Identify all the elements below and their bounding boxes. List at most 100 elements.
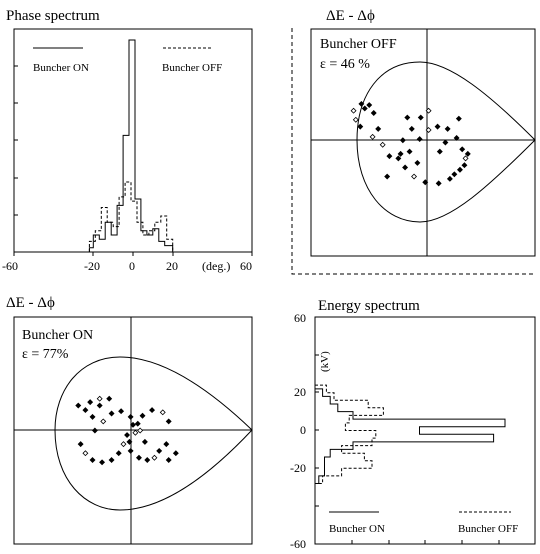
- phase-space-point: [96, 402, 103, 409]
- phase-space-point: [106, 395, 113, 402]
- phase-space-point: [406, 148, 413, 155]
- phase-space-point: [96, 395, 103, 402]
- panel-separator: [291, 28, 536, 275]
- energy-spectrum-frame: [314, 316, 536, 545]
- phase-space-on-panel: ΔE - Δϕ Buncher ON ε = 77%: [6, 295, 253, 545]
- phase-space-point: [91, 427, 98, 434]
- energy-y-tick-label: -20: [290, 461, 306, 475]
- phase-space-point: [404, 114, 411, 121]
- phase-space-point: [397, 150, 404, 157]
- phase-histogram-buncher-off: [88, 181, 174, 252]
- phase-space-point: [156, 447, 163, 454]
- phase-x-tick-label: 0: [129, 259, 135, 273]
- phase-space-point: [361, 105, 368, 112]
- phase-space-point: [425, 127, 432, 133]
- phase-space-on-points: [75, 395, 179, 466]
- phase-space-off-emittance: ε = 46 %: [320, 57, 370, 72]
- phase-space-point: [416, 136, 423, 143]
- phase-space-point: [350, 107, 357, 114]
- phase-space-point: [165, 418, 172, 425]
- phase-space-point: [115, 450, 122, 457]
- energy-x-ticks: [351, 540, 500, 544]
- phase-space-on-title: ΔE - Δϕ: [6, 295, 55, 311]
- phase-x-axis-label: (deg.): [202, 259, 230, 273]
- phase-spectrum-panel: Phase spectrum -60 -20 0 20 (deg.) 60 Bu…: [2, 8, 253, 273]
- energy-y-tick-label: 0: [300, 423, 306, 437]
- phase-spectrum-title: Phase spectrum: [6, 8, 100, 24]
- phase-space-point: [395, 155, 402, 162]
- phase-space-point: [144, 457, 151, 463]
- phase-space-point: [366, 102, 373, 109]
- phase-space-point: [451, 171, 458, 178]
- phase-space-point: [132, 429, 139, 436]
- phase-space-point: [425, 107, 432, 114]
- phase-space-point: [127, 447, 134, 454]
- phase-space-point: [108, 457, 115, 463]
- energy-legend-label-off: Buncher OFF: [458, 523, 518, 535]
- phase-space-point: [442, 139, 449, 146]
- phase-space-point: [100, 418, 107, 425]
- phase-space-point: [453, 134, 460, 141]
- phase-space-on-emittance: ε = 77%: [22, 347, 69, 362]
- phase-space-off-points: [350, 100, 471, 187]
- phase-space-point: [358, 100, 365, 107]
- phase-space-point: [384, 173, 391, 180]
- phase-space-point: [352, 116, 359, 123]
- phase-spectrum-x-ticks: [13, 252, 253, 256]
- phase-space-point: [149, 407, 156, 414]
- phase-space-point: [130, 421, 136, 428]
- phase-space-off-separatrix: [356, 61, 536, 223]
- phase-space-point: [120, 441, 127, 448]
- phase-space-point: [411, 173, 418, 180]
- phase-space-point: [89, 457, 96, 463]
- phase-space-point: [82, 450, 89, 457]
- phase-space-point: [87, 399, 94, 406]
- phase-legend-label-on: Buncher ON: [33, 62, 89, 74]
- phase-space-point: [159, 409, 166, 416]
- energy-histogram-buncher-on: [315, 388, 506, 484]
- phase-space-point: [462, 155, 469, 162]
- phase-space-point: [357, 123, 364, 130]
- phase-space-point: [141, 438, 148, 445]
- phase-space-off-frame: [310, 28, 536, 257]
- phase-space-point: [459, 146, 466, 153]
- phase-space-point: [370, 110, 377, 116]
- energy-y-tick-label: 60: [294, 311, 306, 325]
- phase-space-point: [126, 438, 133, 445]
- phase-space-on-label: Buncher ON: [22, 328, 93, 343]
- phase-x-tick-label: 60: [240, 259, 252, 273]
- phase-space-point: [455, 115, 462, 122]
- phase-space-point: [75, 402, 82, 409]
- phase-space-point: [89, 413, 96, 420]
- phase-space-point: [414, 159, 421, 166]
- phase-space-point: [456, 166, 463, 173]
- phase-space-point: [134, 420, 141, 427]
- energy-y-axis-label: (kV): [319, 351, 331, 372]
- phase-space-point: [127, 413, 134, 420]
- phase-space-point: [118, 408, 125, 415]
- phase-space-point: [461, 162, 468, 169]
- phase-space-off-panel: ΔE - Δϕ Buncher OFF ε = 46 %: [310, 8, 536, 257]
- phase-space-point: [172, 450, 179, 457]
- energy-histogram-buncher-off: [315, 384, 384, 484]
- phase-space-point: [165, 457, 172, 463]
- phase-space-point: [386, 153, 393, 160]
- phase-space-point: [139, 412, 146, 419]
- energy-y-tick-label: 20: [294, 385, 306, 399]
- energy-legend-label-on: Buncher ON: [329, 523, 385, 535]
- phase-x-tick-label: -20: [84, 259, 100, 273]
- energy-spectrum-panel: Energy spectrum 60 20 0 -20 -60 (kV) Bun…: [290, 298, 536, 551]
- phase-space-point: [434, 123, 441, 130]
- phase-space-point: [135, 454, 142, 461]
- phase-space-point: [108, 410, 115, 417]
- phase-space-point: [99, 459, 106, 466]
- phase-space-point: [402, 164, 409, 171]
- phase-space-off-title: ΔE - Δϕ: [326, 8, 375, 24]
- phase-space-point: [151, 454, 158, 461]
- phase-space-point: [464, 150, 471, 157]
- energy-y-ticks: [315, 354, 319, 507]
- phase-space-point: [435, 180, 442, 187]
- phase-space-point: [436, 148, 443, 155]
- phase-space-point: [408, 125, 415, 132]
